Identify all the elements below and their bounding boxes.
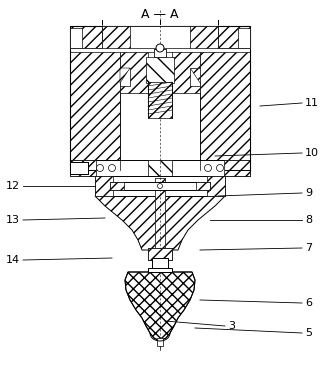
- Bar: [155, 178, 165, 258]
- Bar: [148, 160, 172, 176]
- Bar: [148, 248, 172, 260]
- Circle shape: [96, 164, 103, 171]
- Bar: [102, 26, 130, 50]
- Text: 14: 14: [6, 255, 20, 265]
- Bar: [148, 248, 172, 260]
- Circle shape: [158, 184, 163, 188]
- Bar: [70, 26, 250, 50]
- Bar: [120, 68, 130, 86]
- Text: 5: 5: [305, 328, 312, 338]
- Text: 10: 10: [305, 148, 319, 158]
- Bar: [190, 68, 200, 86]
- Bar: [148, 82, 172, 118]
- Circle shape: [156, 44, 164, 52]
- Circle shape: [216, 164, 223, 171]
- Circle shape: [205, 164, 211, 171]
- Bar: [154, 49, 166, 57]
- Bar: [196, 182, 210, 190]
- Bar: [146, 57, 174, 83]
- Bar: [154, 49, 166, 57]
- Bar: [148, 268, 172, 272]
- Bar: [110, 182, 210, 190]
- Bar: [110, 182, 124, 190]
- Polygon shape: [190, 68, 200, 83]
- Bar: [95, 176, 113, 196]
- Bar: [190, 26, 218, 50]
- Bar: [70, 48, 120, 170]
- Bar: [70, 160, 96, 176]
- Text: 7: 7: [305, 243, 312, 253]
- Bar: [102, 26, 218, 50]
- Bar: [120, 48, 148, 93]
- Text: 8: 8: [305, 215, 312, 225]
- Text: 12: 12: [6, 181, 20, 191]
- Bar: [155, 178, 165, 258]
- Polygon shape: [120, 68, 130, 83]
- Polygon shape: [125, 272, 195, 341]
- Polygon shape: [95, 196, 225, 250]
- Bar: [70, 162, 88, 174]
- Bar: [70, 26, 250, 50]
- Bar: [152, 258, 168, 272]
- Text: A — A: A — A: [141, 7, 179, 21]
- Bar: [70, 48, 250, 52]
- Text: 3: 3: [228, 321, 235, 331]
- Bar: [207, 176, 225, 196]
- Bar: [238, 28, 250, 48]
- Bar: [70, 160, 250, 176]
- Bar: [157, 338, 163, 346]
- Text: 13: 13: [6, 215, 20, 225]
- Circle shape: [109, 164, 116, 171]
- Bar: [172, 48, 200, 93]
- Bar: [70, 28, 82, 48]
- Text: 6: 6: [305, 298, 312, 308]
- Text: 9: 9: [305, 188, 312, 198]
- Text: 11: 11: [305, 98, 319, 108]
- Bar: [200, 48, 250, 170]
- Bar: [95, 176, 225, 196]
- Bar: [224, 160, 250, 176]
